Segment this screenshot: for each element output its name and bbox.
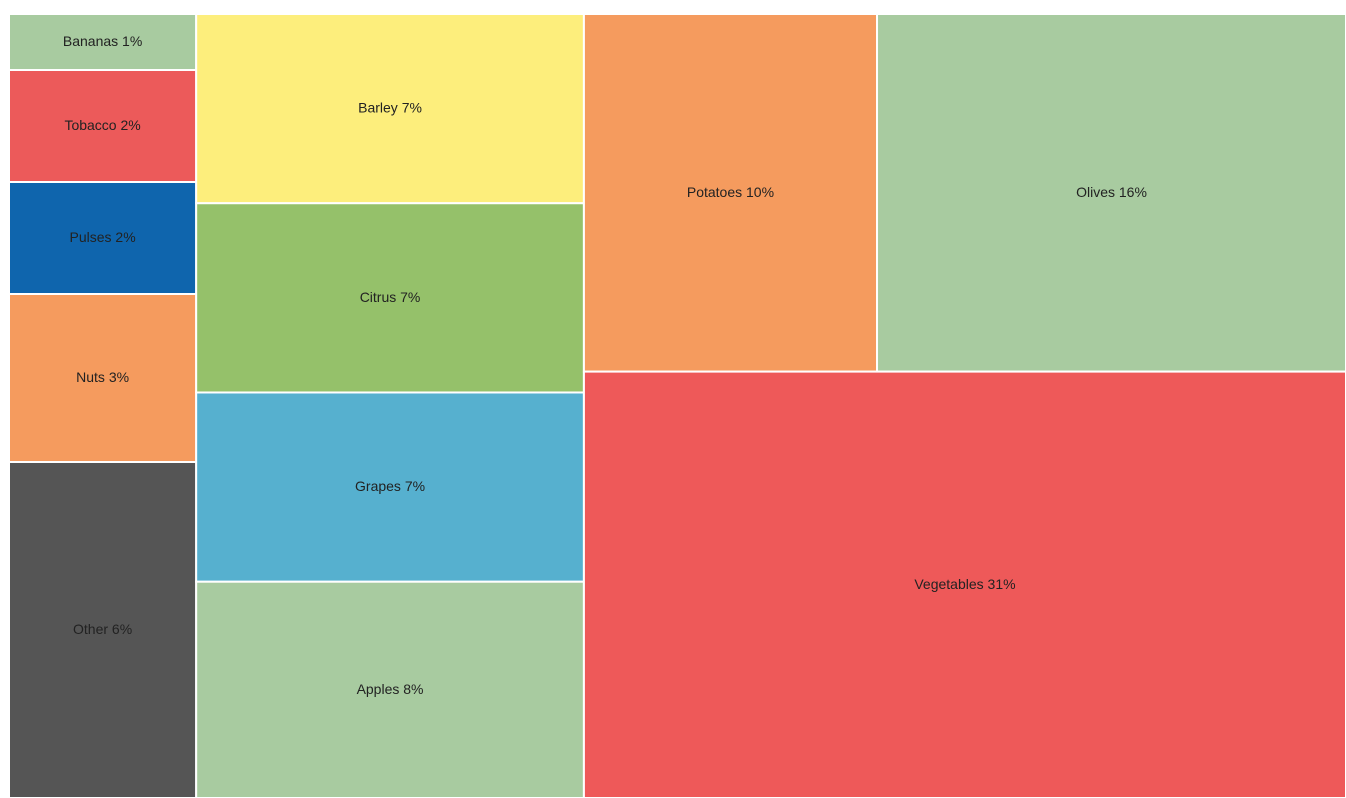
cell-label: Olives 16% bbox=[1076, 184, 1147, 200]
treemap-cell bbox=[8, 69, 198, 183]
category-name: Grapes bbox=[355, 478, 401, 494]
value-label: 7% bbox=[400, 289, 420, 305]
treemap-cell bbox=[582, 13, 879, 373]
cell-label: Bananas 1% bbox=[63, 33, 142, 49]
value-label: 31% bbox=[988, 576, 1016, 592]
category-name: Pulses bbox=[70, 229, 112, 245]
value-label: 10% bbox=[746, 184, 774, 200]
value-label: 1% bbox=[122, 33, 142, 49]
category-name: Tobacco bbox=[64, 117, 116, 133]
cell-label: Nuts 3% bbox=[76, 369, 129, 385]
value-label: 2% bbox=[120, 117, 140, 133]
treemap-cell bbox=[195, 391, 585, 583]
value-label: 6% bbox=[112, 621, 132, 637]
cell-label: Apples 8% bbox=[357, 681, 424, 697]
value-label: 8% bbox=[403, 681, 423, 697]
value-label: 7% bbox=[402, 99, 422, 115]
value-label: 3% bbox=[109, 369, 129, 385]
category-name: Nuts bbox=[76, 369, 105, 385]
treemap-cell bbox=[8, 293, 198, 463]
value-label: 7% bbox=[405, 478, 425, 494]
treemap-cell bbox=[8, 461, 198, 798]
category-name: Barley bbox=[358, 99, 398, 115]
category-name: Olives bbox=[1076, 184, 1115, 200]
cell-label: Tobacco 2% bbox=[64, 117, 140, 133]
category-name: Potatoes bbox=[687, 184, 742, 200]
treemap-cell bbox=[195, 202, 585, 394]
value-label: 2% bbox=[115, 229, 135, 245]
cell-label: Grapes 7% bbox=[355, 478, 425, 494]
value-label: 16% bbox=[1119, 184, 1147, 200]
cell-label: Barley 7% bbox=[358, 99, 422, 115]
treemap-cell bbox=[8, 181, 198, 295]
treemap-cell bbox=[195, 13, 585, 205]
cell-label: Potatoes 10% bbox=[687, 184, 774, 200]
cell-label: Vegetables 31% bbox=[914, 576, 1015, 592]
cell-label: Citrus 7% bbox=[360, 289, 421, 305]
category-name: Vegetables bbox=[914, 576, 983, 592]
cell-label: Pulses 2% bbox=[70, 229, 136, 245]
treemap-cell bbox=[8, 13, 198, 71]
category-name: Bananas bbox=[63, 33, 118, 49]
category-name: Other bbox=[73, 621, 108, 637]
treemap-cell bbox=[582, 370, 1346, 798]
cell-label: Other 6% bbox=[73, 621, 132, 637]
category-name: Citrus bbox=[360, 289, 397, 305]
category-name: Apples bbox=[357, 681, 400, 697]
